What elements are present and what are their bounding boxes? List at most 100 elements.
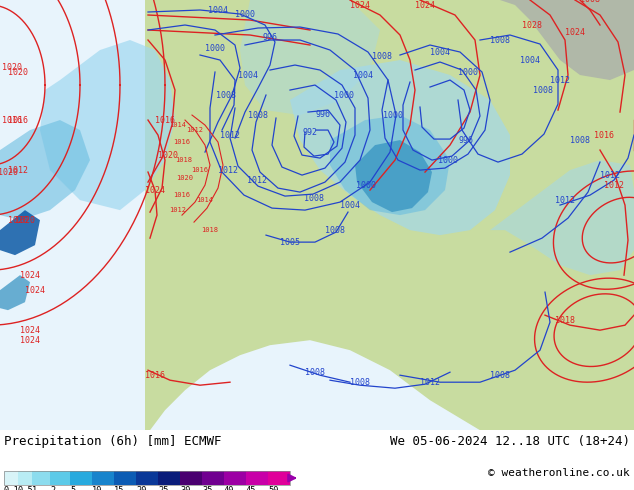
Text: 1008: 1008 bbox=[305, 368, 325, 377]
Text: 1008: 1008 bbox=[325, 225, 345, 235]
Text: 1012: 1012 bbox=[555, 196, 575, 205]
Text: 1000: 1000 bbox=[205, 44, 225, 52]
Bar bbox=[32, 471, 50, 485]
Text: 1020: 1020 bbox=[15, 216, 35, 224]
Text: 1024: 1024 bbox=[350, 0, 370, 9]
Polygon shape bbox=[0, 120, 90, 220]
Text: 1020: 1020 bbox=[2, 63, 22, 72]
Text: 1008: 1008 bbox=[248, 111, 268, 120]
Text: 5: 5 bbox=[70, 486, 75, 490]
Bar bbox=[180, 471, 202, 485]
Polygon shape bbox=[145, 0, 205, 185]
Text: 992: 992 bbox=[302, 127, 318, 137]
Text: 1008: 1008 bbox=[304, 194, 324, 202]
Text: 1008: 1008 bbox=[216, 91, 236, 99]
Text: 1004: 1004 bbox=[208, 5, 228, 15]
Bar bbox=[224, 471, 246, 485]
Text: 1024: 1024 bbox=[20, 336, 40, 344]
Text: 1016: 1016 bbox=[155, 116, 175, 124]
Polygon shape bbox=[330, 115, 450, 215]
Text: 1016: 1016 bbox=[594, 130, 614, 140]
Text: 1000: 1000 bbox=[334, 91, 354, 99]
Text: 1000: 1000 bbox=[383, 111, 403, 120]
Bar bbox=[136, 471, 158, 485]
Text: 996: 996 bbox=[262, 32, 278, 42]
Text: 1005: 1005 bbox=[280, 238, 300, 246]
Text: 1008: 1008 bbox=[580, 0, 600, 4]
Text: 1008: 1008 bbox=[490, 35, 510, 45]
Polygon shape bbox=[0, 210, 40, 255]
Bar bbox=[92, 471, 114, 485]
Text: 1020: 1020 bbox=[158, 150, 178, 160]
Text: 1024: 1024 bbox=[20, 326, 40, 335]
Bar bbox=[114, 471, 136, 485]
Text: 40: 40 bbox=[224, 486, 235, 490]
Text: 1028: 1028 bbox=[522, 21, 542, 29]
Polygon shape bbox=[145, 0, 634, 430]
Text: © weatheronline.co.uk: © weatheronline.co.uk bbox=[488, 468, 630, 478]
Text: 0.5: 0.5 bbox=[18, 486, 34, 490]
Text: 1004: 1004 bbox=[238, 71, 258, 79]
Polygon shape bbox=[290, 60, 510, 235]
Text: We 05-06-2024 12..18 UTC (18+24): We 05-06-2024 12..18 UTC (18+24) bbox=[390, 435, 630, 448]
Bar bbox=[70, 471, 92, 485]
Text: 1012: 1012 bbox=[8, 166, 28, 174]
Text: 1008: 1008 bbox=[372, 51, 392, 61]
Bar bbox=[50, 471, 70, 485]
Text: 1016: 1016 bbox=[2, 116, 22, 124]
Polygon shape bbox=[145, 0, 230, 170]
Text: 50: 50 bbox=[268, 486, 278, 490]
Text: 1008: 1008 bbox=[570, 136, 590, 145]
Bar bbox=[268, 471, 290, 485]
Text: 1: 1 bbox=[32, 486, 37, 490]
Bar bbox=[202, 471, 224, 485]
Text: 1000: 1000 bbox=[356, 181, 376, 190]
Text: 1018: 1018 bbox=[176, 157, 193, 163]
Text: 2: 2 bbox=[50, 486, 55, 490]
Text: 1012: 1012 bbox=[604, 181, 624, 190]
Text: 1012: 1012 bbox=[247, 175, 267, 185]
Bar bbox=[158, 471, 180, 485]
Text: 15: 15 bbox=[114, 486, 124, 490]
Text: 996: 996 bbox=[458, 136, 474, 145]
Text: 1020: 1020 bbox=[8, 216, 28, 224]
Text: 1016: 1016 bbox=[174, 139, 190, 145]
Text: 1000: 1000 bbox=[438, 156, 458, 165]
Text: 1016: 1016 bbox=[174, 192, 190, 198]
Text: 1008: 1008 bbox=[533, 86, 553, 95]
Bar bbox=[4, 471, 18, 485]
Text: 1004: 1004 bbox=[430, 48, 450, 56]
Text: 35: 35 bbox=[202, 486, 212, 490]
Text: 1004: 1004 bbox=[353, 71, 373, 79]
Bar bbox=[4, 471, 290, 485]
Text: Precipitation (6h) [mm] ECMWF: Precipitation (6h) [mm] ECMWF bbox=[4, 435, 221, 448]
Text: 1012: 1012 bbox=[169, 207, 186, 213]
Text: 1000: 1000 bbox=[235, 9, 255, 19]
Text: 0.1: 0.1 bbox=[4, 486, 20, 490]
Text: 1004: 1004 bbox=[520, 55, 540, 65]
Text: 25: 25 bbox=[158, 486, 169, 490]
Text: 1012: 1012 bbox=[550, 75, 570, 85]
Text: 20: 20 bbox=[136, 486, 146, 490]
Text: 996: 996 bbox=[316, 110, 330, 119]
Text: 1012: 1012 bbox=[220, 130, 240, 140]
Text: 1014: 1014 bbox=[169, 122, 186, 128]
Polygon shape bbox=[0, 275, 30, 310]
Bar bbox=[18, 471, 32, 485]
Text: 1020: 1020 bbox=[8, 68, 28, 76]
Text: 1012: 1012 bbox=[186, 127, 204, 133]
Text: 1020: 1020 bbox=[0, 168, 18, 176]
Text: 1024: 1024 bbox=[20, 270, 40, 280]
Text: 1016: 1016 bbox=[8, 116, 28, 124]
Text: 10: 10 bbox=[92, 486, 103, 490]
Polygon shape bbox=[490, 160, 634, 275]
Text: 1024: 1024 bbox=[565, 27, 585, 37]
Text: 1012: 1012 bbox=[218, 166, 238, 174]
Text: 1024: 1024 bbox=[415, 0, 435, 9]
Text: 1012: 1012 bbox=[600, 171, 620, 180]
Polygon shape bbox=[145, 0, 634, 215]
Text: 1024: 1024 bbox=[145, 186, 165, 195]
Text: 30: 30 bbox=[180, 486, 190, 490]
Bar bbox=[246, 471, 268, 485]
Text: 1014: 1014 bbox=[197, 197, 214, 203]
